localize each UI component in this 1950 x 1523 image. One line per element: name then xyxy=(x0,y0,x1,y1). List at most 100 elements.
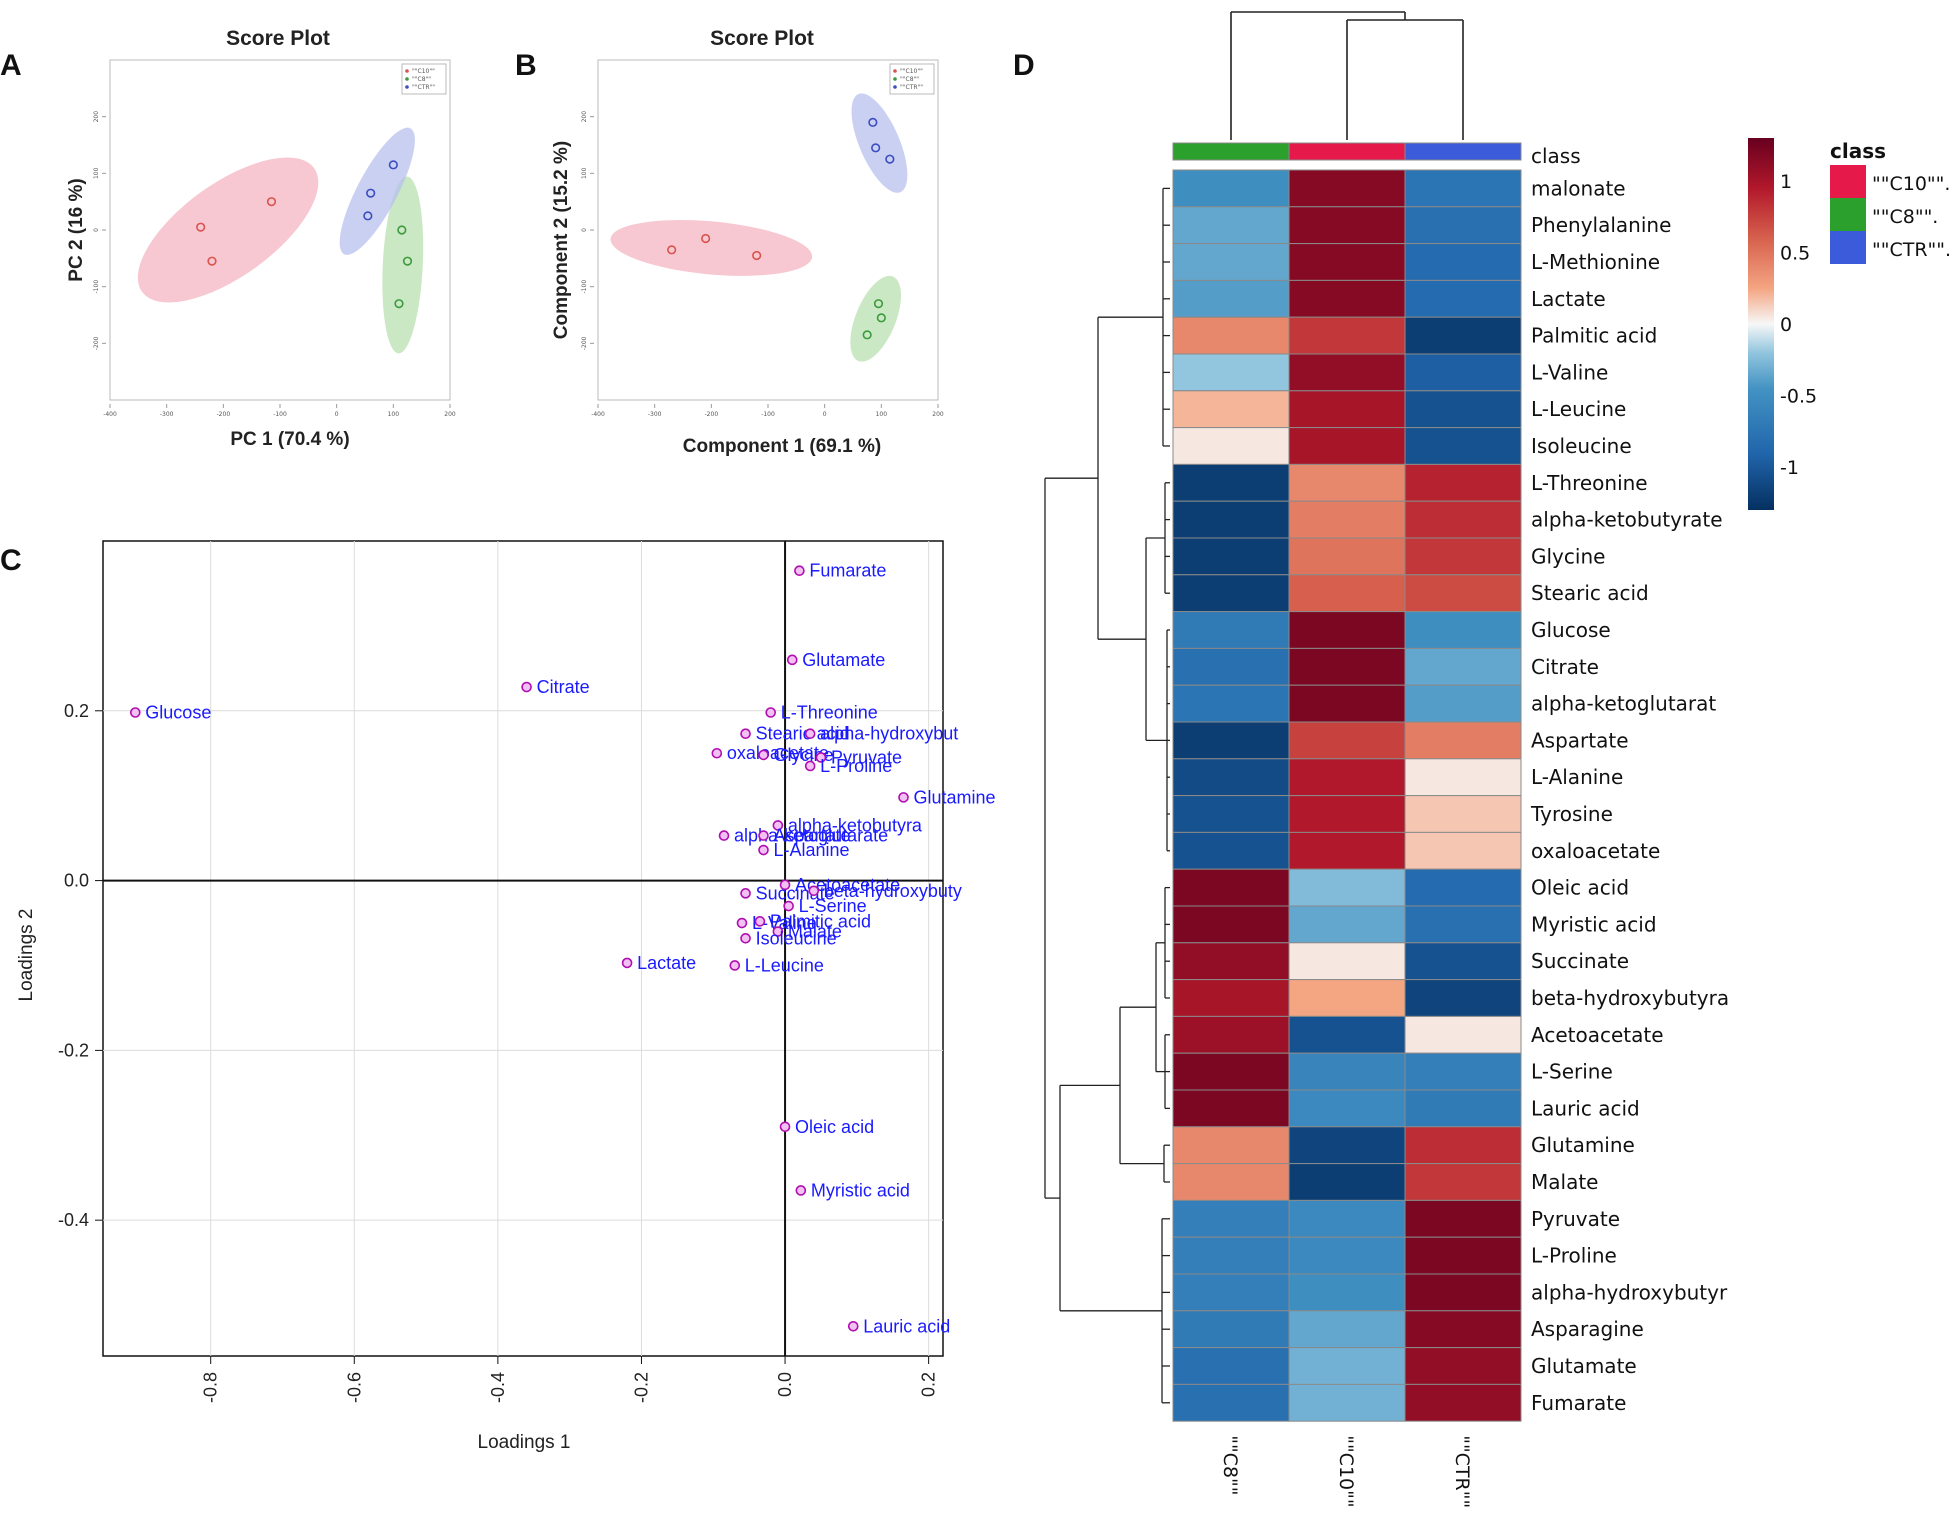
loadings-ytick-label: 0.2 xyxy=(64,701,89,721)
heatmap-cell xyxy=(1172,1347,1290,1385)
heatmap-cell xyxy=(1404,1163,1522,1201)
heatmap-cell xyxy=(1404,500,1522,539)
heatmap-cell xyxy=(1404,758,1522,797)
heatmap-row-label: L-Serine xyxy=(1531,1060,1613,1084)
loading-point xyxy=(783,900,794,912)
score-plot-b-legend-label: ""CTR"" xyxy=(900,84,923,91)
score-plot-a-ytick-label: 0 xyxy=(93,228,100,232)
heatmap-cell xyxy=(1404,574,1522,613)
score-plot-a-ytick-label: -200 xyxy=(93,336,100,350)
score-plot-b-legend-label: ""C10"" xyxy=(900,68,923,75)
heatmap-cell xyxy=(1404,868,1522,907)
score-plot-b-ytick-label: 200 xyxy=(581,111,588,123)
panel-letter-b: B xyxy=(515,49,537,82)
heatmap-cell xyxy=(1288,647,1406,686)
heatmap-cell xyxy=(1172,1310,1290,1349)
heatmap-cell xyxy=(1288,243,1406,281)
score-plot-b-ytick-label: -100 xyxy=(581,280,588,294)
heatmap-row-label: L-Alanine xyxy=(1531,765,1623,789)
loadings-xtick-label: 0.0 xyxy=(775,1372,795,1397)
heatmap-cell xyxy=(1172,942,1290,981)
heatmap-cell xyxy=(1288,758,1406,797)
loading-label: Acetoacetate xyxy=(795,875,900,895)
heatmap-cell xyxy=(1172,758,1290,797)
score-plot-a-legend-box xyxy=(401,63,447,95)
column-dendrogram xyxy=(1230,11,1464,140)
heatmap-cell xyxy=(1172,1199,1290,1238)
score-plot-b-point-ctr xyxy=(885,154,895,164)
loading-point xyxy=(795,1185,807,1196)
heatmap-cell xyxy=(1404,353,1522,392)
heatmap-cell xyxy=(1172,1273,1290,1312)
heatmap-cell xyxy=(1404,795,1522,833)
heatmap-cell xyxy=(1172,1383,1290,1422)
score-plot-a-point-c10 xyxy=(266,197,277,207)
score-plot-a-legend-marker xyxy=(405,77,409,81)
heatmap-cell xyxy=(1404,169,1522,208)
heatmap-cell xyxy=(1288,316,1406,355)
class-strip-label: class xyxy=(1531,144,1581,168)
loading-label: Pyruvate xyxy=(831,747,902,767)
heatmap-cell xyxy=(1172,831,1290,870)
loading-point xyxy=(130,707,141,718)
loading-label: Glucose xyxy=(145,702,211,722)
heatmap-cell xyxy=(1404,831,1522,870)
score-plot-b-point-c10 xyxy=(701,233,711,244)
heatmap-cell xyxy=(1172,279,1290,318)
score-plot-a-ytick-label: 200 xyxy=(93,111,100,123)
heatmap-cell xyxy=(1288,279,1406,318)
heatmap-cell xyxy=(1288,795,1406,833)
loading-label: L-Threonine xyxy=(781,702,878,722)
score-plot-b-point-c8 xyxy=(876,313,886,323)
heatmap-row-label: beta-hydroxybutyra xyxy=(1531,986,1729,1010)
loading-point xyxy=(765,707,776,718)
loadings-ytick-label: -0.2 xyxy=(58,1040,89,1060)
heatmap-cell xyxy=(1172,574,1290,613)
heatmap-row-label: Malate xyxy=(1531,1170,1598,1194)
class-legend-label: ""C10"". xyxy=(1872,173,1950,195)
score-plot-a-xtick-label: 200 xyxy=(444,411,456,418)
heatmap-row-label: L-Leucine xyxy=(1531,397,1626,421)
score-plot-a-point-ctr xyxy=(363,211,373,221)
heatmap-row-label: Glucose xyxy=(1531,618,1611,642)
score-plot-a-xtick-label: 0 xyxy=(335,411,339,418)
heatmap-cell xyxy=(1404,206,1522,245)
score-plot-a-legend-label: ""C8"" xyxy=(412,76,431,83)
score-plot-b-xtick-label: -200 xyxy=(705,411,719,418)
loading-point xyxy=(808,885,820,897)
heatmap-row-label: Oleic acid xyxy=(1531,876,1629,900)
colorbar-tick-label: 0.5 xyxy=(1780,242,1810,264)
score-plot-a-xtick-label: -200 xyxy=(217,411,231,418)
score-plot-a: Score Plot -400 -300 -200 -100 0 100 200 -200 -1… xyxy=(66,27,456,450)
heatmap-cell xyxy=(1172,979,1290,1017)
heatmap-row-label: L-Valine xyxy=(1531,360,1608,384)
heatmap-cell xyxy=(1172,611,1290,649)
heatmap-cell xyxy=(1404,905,1522,944)
loading-point xyxy=(804,728,816,740)
heatmap-row-label: Lactate xyxy=(1531,287,1606,311)
heatmap-cell xyxy=(1172,721,1290,760)
heatmap-cell xyxy=(1288,831,1406,870)
heatmap-cell xyxy=(1404,684,1522,723)
heatmap-cell xyxy=(1404,1273,1522,1312)
score-plot-a-point-c8 xyxy=(402,256,413,266)
heatmap-column-label: ""C8"" xyxy=(1219,1435,1241,1495)
heatmap-cell xyxy=(1172,647,1290,686)
colorbar-tick-label: -1 xyxy=(1780,457,1799,479)
heatmap: class malonate Phenylalanine L-Methionine La… xyxy=(1044,11,1950,1508)
heatmap-cell xyxy=(1172,795,1290,833)
heatmap-cell xyxy=(1404,979,1522,1017)
score-plot-b-ellipse-ctr xyxy=(851,93,908,193)
score-plot-b-xtick-label: -400 xyxy=(591,411,605,418)
score-plot-b-point-c10 xyxy=(667,245,677,255)
heatmap-cell xyxy=(1172,905,1290,944)
class-strip-cell xyxy=(1172,142,1290,161)
score-plot-b-point-ctr xyxy=(871,143,881,153)
heatmap-cell xyxy=(1172,868,1290,907)
heatmap-cell xyxy=(1288,390,1406,429)
loadings-xtick-label: -0.2 xyxy=(631,1372,651,1403)
loading-label: L-Proline xyxy=(820,756,892,776)
loading-point xyxy=(711,747,723,759)
loading-point xyxy=(621,957,633,969)
heatmap-cell xyxy=(1172,169,1290,208)
